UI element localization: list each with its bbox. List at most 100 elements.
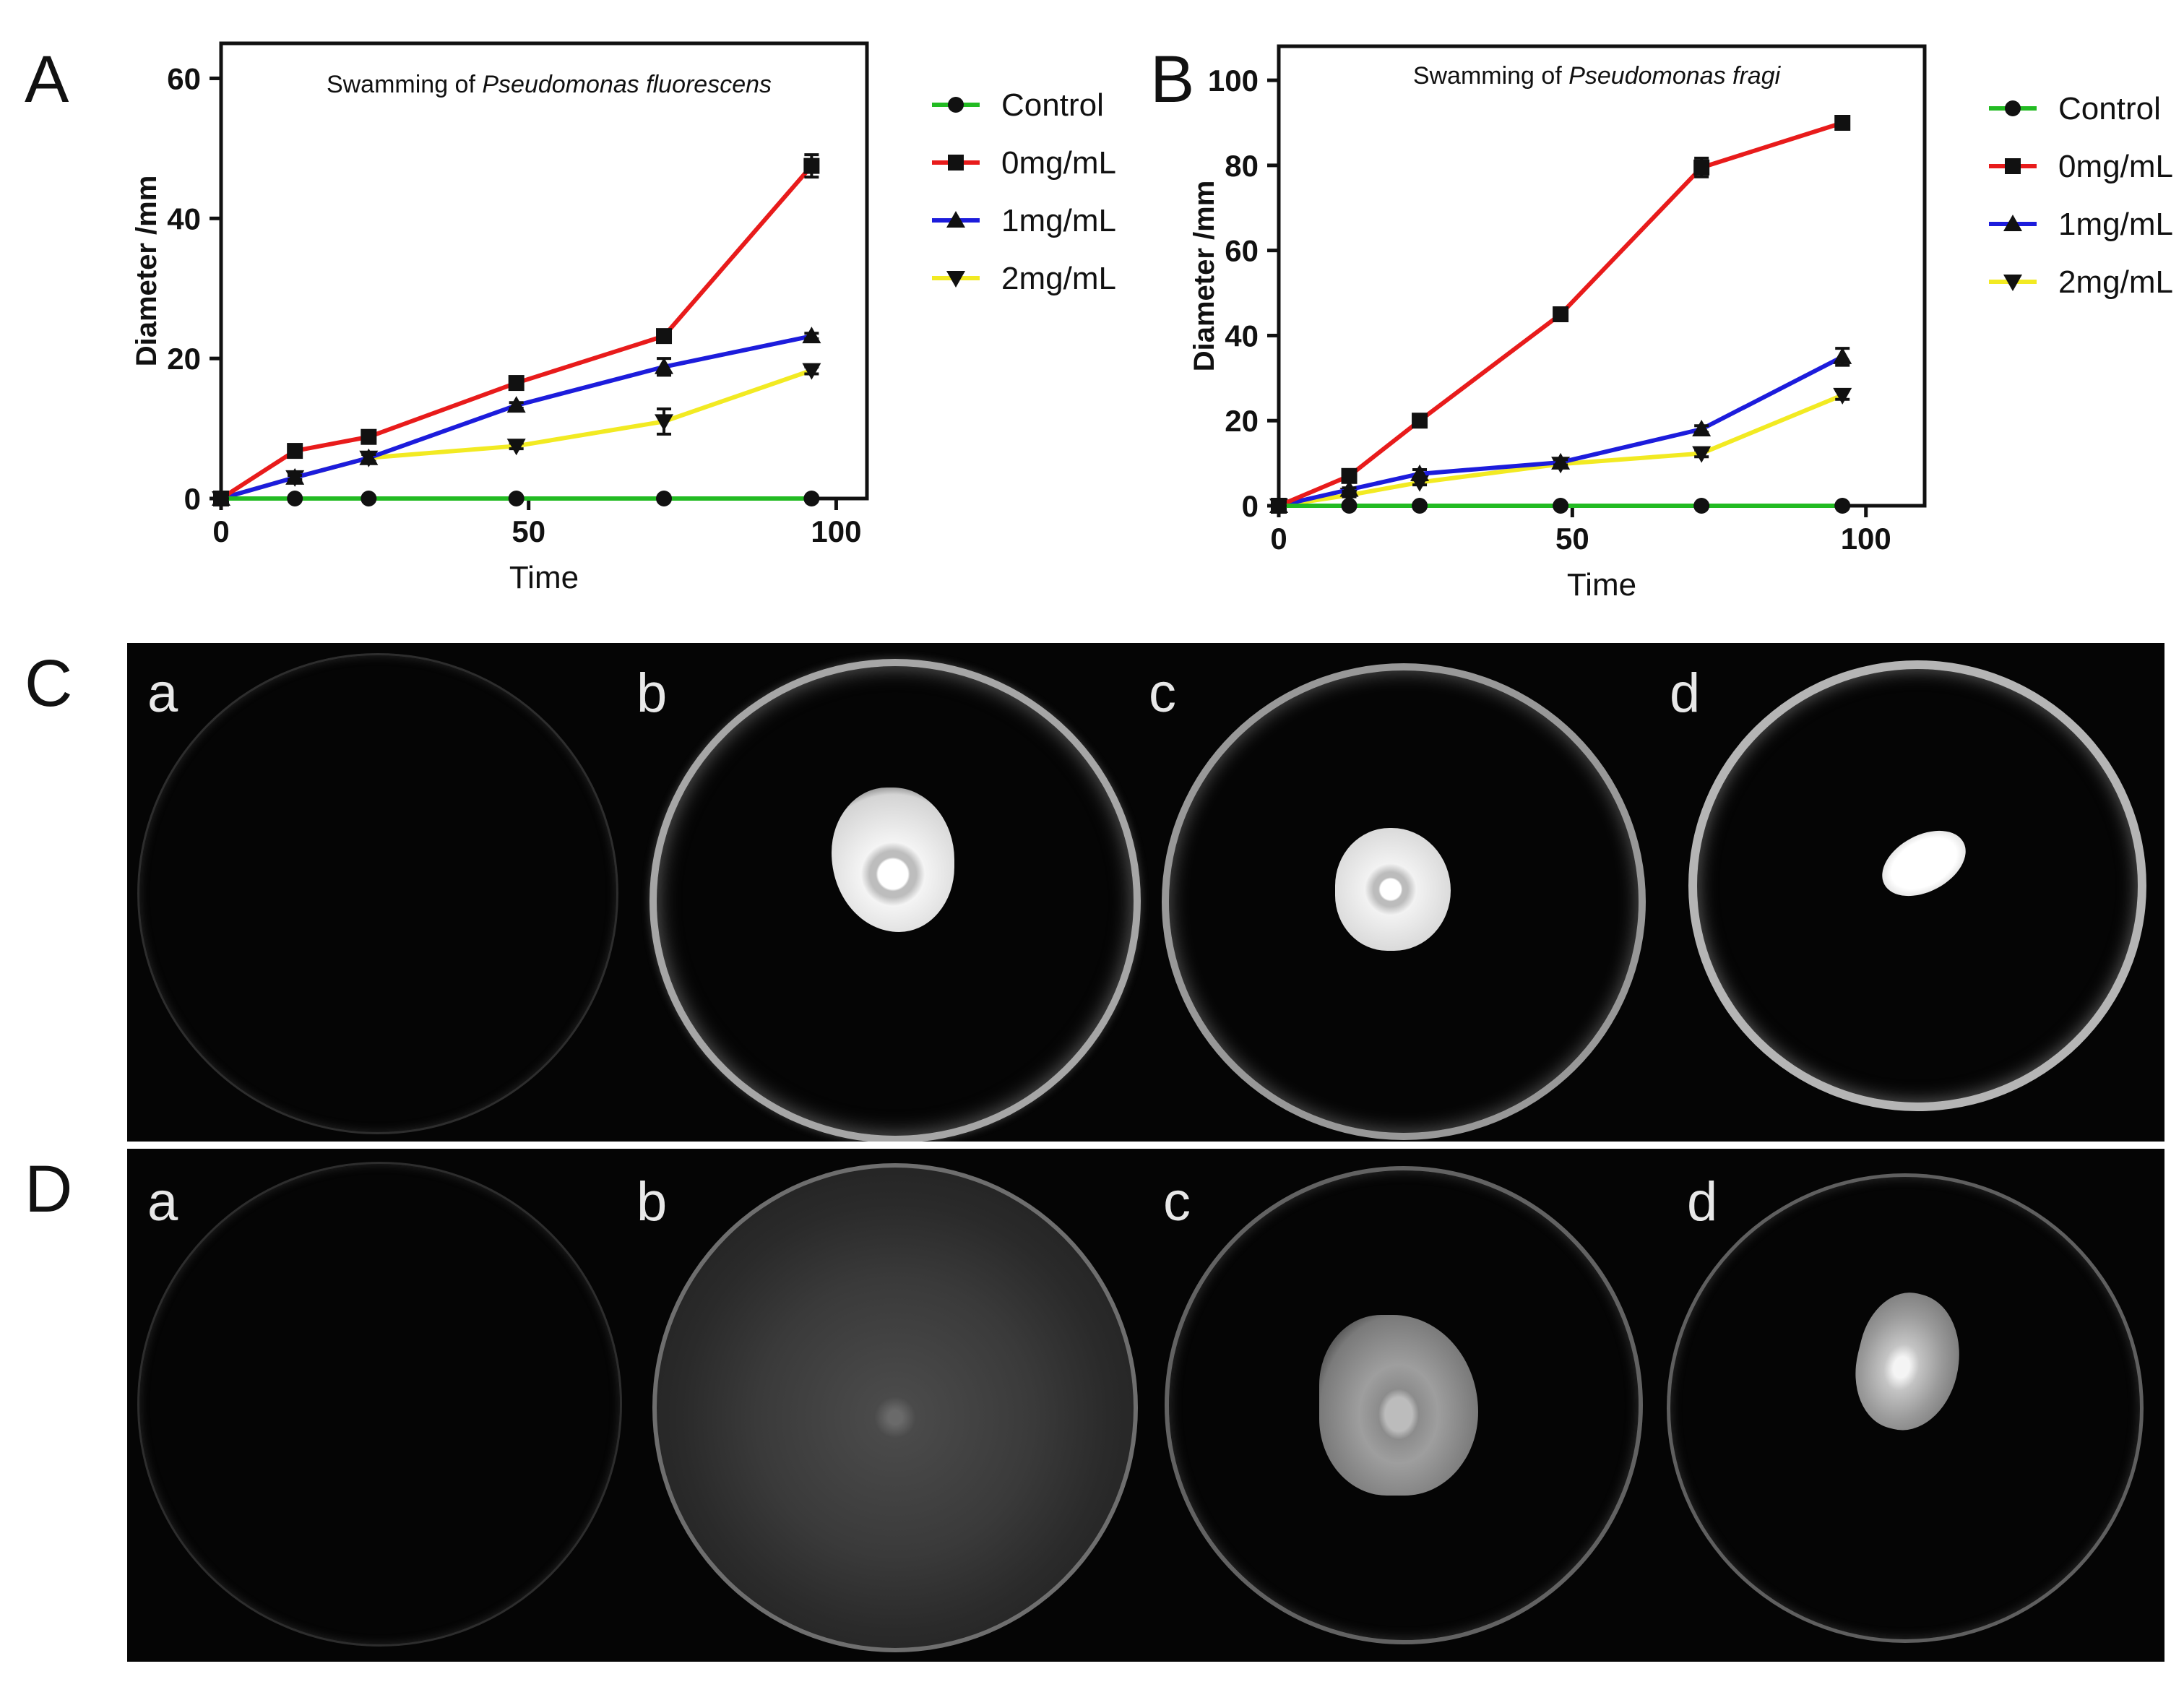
y-tick-label: 40 <box>167 202 201 236</box>
data-point <box>285 467 305 485</box>
legend-marker <box>2005 158 2021 174</box>
series-1mg-ml <box>1269 347 1852 513</box>
data-point <box>508 491 525 506</box>
legend-marker <box>2005 100 2021 116</box>
dish-panel-d-d: d <box>1655 1149 2164 1662</box>
data-point <box>1412 498 1428 514</box>
legend-entry: 2mg/mL <box>932 261 1116 296</box>
chart-title: Swamming of Pseudomonas fluorescens <box>327 71 772 98</box>
petri-dish <box>1162 663 1646 1140</box>
series-control <box>1271 498 1851 514</box>
data-point <box>1271 498 1287 514</box>
data-point <box>1833 387 1852 405</box>
legend-label: 0mg/mL <box>1001 145 1116 181</box>
x-tick-label: 0 <box>1270 522 1287 556</box>
legend-entry: 1mg/mL <box>1989 207 2173 242</box>
legend-entry: Control <box>932 87 1104 123</box>
data-point <box>506 396 526 413</box>
x-tick-label: 50 <box>1555 522 1589 556</box>
legend-entry: 0mg/mL <box>932 145 1116 181</box>
panel-label-b: B <box>1150 43 1195 116</box>
legend-label: 1mg/mL <box>1001 203 1116 238</box>
y-tick-label: 60 <box>167 61 201 95</box>
dish-panel-d-b: b <box>636 1149 1146 1662</box>
dish-label: b <box>636 1171 668 1233</box>
data-point <box>361 428 377 445</box>
dish-label: c <box>1149 663 1176 724</box>
data-point <box>1693 159 1710 176</box>
series-line <box>1277 121 1844 508</box>
x-tick-label: 0 <box>212 514 229 548</box>
data-point <box>1412 413 1428 429</box>
dish-panel-d-a: a <box>127 1149 636 1662</box>
data-point <box>1834 498 1851 514</box>
x-axis-label: Time <box>509 560 579 595</box>
petri-dish <box>137 653 618 1134</box>
dish-label: c <box>1163 1171 1191 1233</box>
data-point <box>506 439 526 456</box>
legend-entry: Control <box>1989 91 2161 126</box>
x-tick-label: 50 <box>512 514 545 548</box>
y-tick-label: 0 <box>1242 489 1259 523</box>
data-point <box>287 443 303 459</box>
legend-entry: 1mg/mL <box>932 203 1116 238</box>
y-tick-label: 100 <box>1208 64 1259 98</box>
legend-marker <box>948 97 964 113</box>
data-point <box>1693 498 1710 514</box>
data-point <box>1341 498 1358 514</box>
photo-row-d: a b c d <box>127 1149 2164 1662</box>
chart-b: 0 20 40 60 80 100 0 50 100 Time Diameter /mm Swammi… <box>1188 44 2173 603</box>
legend-label: 2mg/mL <box>1001 261 1116 296</box>
dish-panel-c-a: a <box>127 643 636 1142</box>
data-point <box>656 328 673 345</box>
y-tick-label: 80 <box>1225 149 1259 183</box>
data-point <box>361 491 377 506</box>
legend-label: 0mg/mL <box>2058 149 2173 184</box>
data-point <box>655 414 674 431</box>
petri-dish <box>1165 1166 1643 1644</box>
colony <box>1319 1315 1478 1496</box>
colony <box>832 788 954 932</box>
panel-label-c: C <box>25 647 73 720</box>
chart-a: 0 20 40 60 0 50 100 Time Diameter /mm Swamming of… <box>131 41 1116 595</box>
data-point <box>802 363 821 380</box>
data-point <box>803 491 820 506</box>
x-axis-label: Time <box>1567 567 1636 603</box>
data-point <box>508 375 525 392</box>
petri-dish <box>137 1162 622 1647</box>
dish-label: a <box>147 1171 178 1233</box>
dish-panel-c-d: d <box>1655 643 2164 1142</box>
y-tick-label: 0 <box>184 482 201 516</box>
dish-panel-c-b: b <box>636 643 1146 1142</box>
petri-dish <box>1667 1173 2144 1643</box>
dish-label: d <box>1670 663 1701 724</box>
series-line <box>1278 393 1844 508</box>
data-point <box>1692 446 1712 463</box>
photo-row-c: a b c d <box>127 643 2164 1142</box>
petri-dish <box>649 659 1141 1142</box>
series-line <box>220 164 813 501</box>
legend-marker <box>946 211 965 228</box>
series-1mg-ml <box>212 327 821 506</box>
panel-label-d: D <box>25 1152 73 1226</box>
series-control <box>213 491 820 506</box>
legend-marker <box>2003 275 2022 291</box>
chart-title: Swamming of Pseudomonas fragi <box>1413 62 1782 90</box>
legend-marker <box>946 271 965 288</box>
panel-label-a: A <box>25 43 69 116</box>
y-tick-label: 20 <box>167 342 201 376</box>
x-tick-label: 100 <box>811 514 861 548</box>
dish-panel-c-c: c <box>1146 643 1655 1142</box>
y-tick-label: 60 <box>1225 234 1259 268</box>
series-line <box>220 334 812 501</box>
data-point <box>1551 452 1571 470</box>
data-point <box>1692 420 1712 436</box>
dish-label: d <box>1687 1171 1718 1233</box>
data-point <box>1339 480 1359 497</box>
y-axis-label: Diameter /mm <box>131 176 163 367</box>
petri-dish <box>652 1163 1138 1652</box>
y-tick-label: 40 <box>1225 319 1259 353</box>
legend-label: Control <box>1001 87 1104 123</box>
dish-label: a <box>147 663 178 724</box>
legend-label: 2mg/mL <box>2058 264 2173 300</box>
